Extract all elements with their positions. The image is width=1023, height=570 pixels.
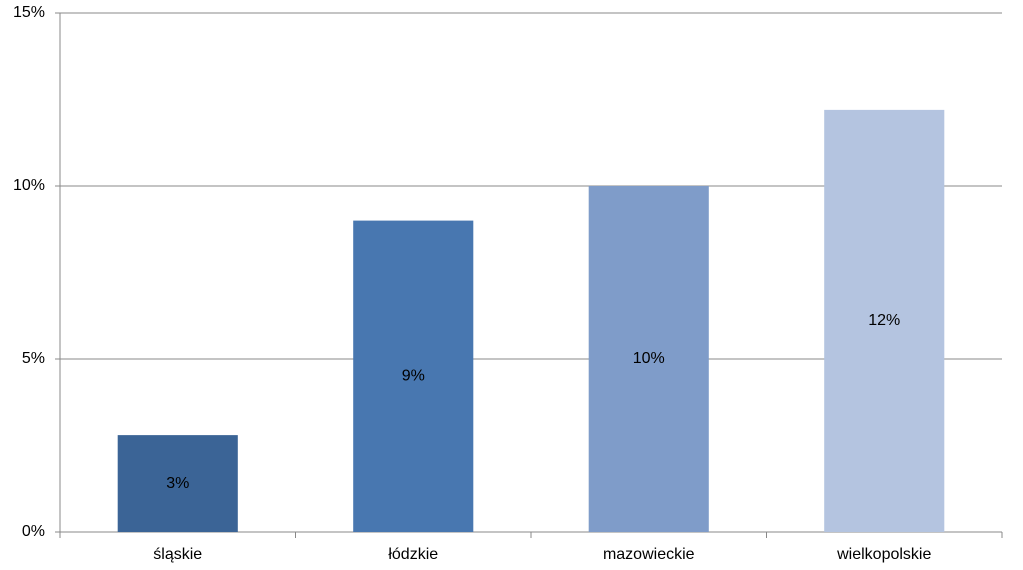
x-tick-label: śląskie: [153, 546, 202, 563]
bar: [824, 109, 945, 532]
x-tick-label: mazowieckie: [603, 546, 695, 563]
x-tick-label: wielkopolskie: [836, 546, 931, 563]
y-tick-label: 5%: [22, 350, 45, 367]
value-label: 3%: [166, 475, 189, 492]
bar: [588, 186, 709, 532]
y-tick-label: 10%: [13, 177, 45, 194]
x-tick-label: łódzkie: [388, 546, 438, 563]
value-label: 9%: [402, 368, 425, 385]
bar: [353, 220, 474, 532]
value-label: 12%: [868, 312, 900, 329]
y-tick-label: 15%: [13, 4, 45, 21]
y-tick-label: 0%: [22, 523, 45, 540]
bar: [117, 435, 238, 532]
value-label: 10%: [633, 350, 665, 367]
